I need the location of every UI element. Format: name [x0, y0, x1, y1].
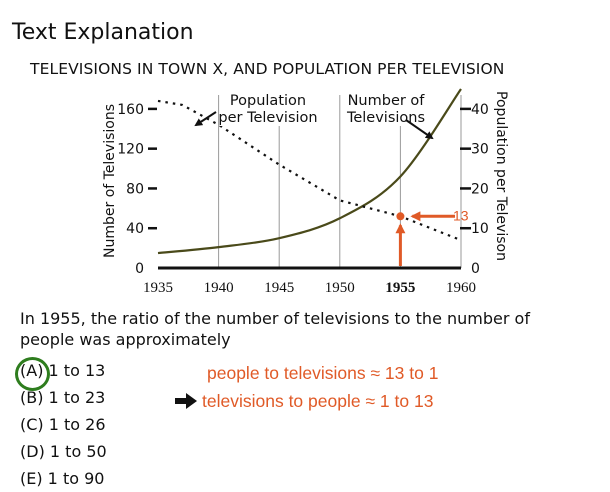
pointer-arrow-televisions — [405, 119, 434, 140]
choice-c[interactable]: (C) 1 to 26 — [20, 411, 107, 438]
series-label-televisions: Televisions — [346, 110, 425, 126]
choice-text: 1 to 90 — [42, 469, 105, 488]
y2-axis-title: Population per Televison — [493, 91, 509, 261]
choice-text: 1 to 23 — [43, 388, 106, 407]
choice-letter: (C) — [20, 415, 44, 434]
y-tick-label: 80 — [126, 181, 144, 197]
series-label-televisions: Number of — [348, 93, 426, 109]
x-tick-label: 1945 — [264, 280, 294, 296]
right-arrow-icon — [175, 393, 197, 409]
answer-choices: (A) 1 to 13 (B) 1 to 23 (C) 1 to 26 (D) … — [14, 357, 107, 492]
choice-text: 1 to 26 — [43, 415, 106, 434]
choice-letter: (E) — [20, 469, 43, 488]
y-tick-label: 160 — [117, 102, 144, 118]
note-televisions-to-people: televisions to people ≈ 1 to 13 — [202, 391, 434, 411]
x-tick-label: 1935 — [143, 280, 173, 296]
y2-tick-label: 20 — [471, 181, 489, 197]
pointer-arrow-population — [194, 111, 217, 127]
x-tick-label: 1955 — [385, 280, 415, 296]
annotation-label: 13 — [453, 207, 469, 223]
choice-a[interactable]: (A) 1 to 13 — [14, 357, 107, 391]
page-title: Text Explanation — [12, 20, 194, 45]
y-tick-label: 120 — [117, 142, 144, 158]
chart: 1935 1940 1945 1950 1955 1960 0 40 80 120 160 0 10 20… — [102, 88, 509, 296]
choice-e[interactable]: (E) 1 to 90 — [20, 465, 107, 492]
y-tick-label: 40 — [126, 221, 144, 237]
y2-tick-label: 10 — [471, 221, 489, 237]
label-backdrop — [342, 90, 432, 126]
label-backdrop — [220, 90, 320, 126]
y2-tick-label: 40 — [471, 102, 489, 118]
choice-letter: (A) — [20, 361, 44, 380]
y2-tick-label: 30 — [471, 142, 489, 158]
x-tick-label: 1950 — [325, 280, 355, 296]
selected-circle: (A) — [14, 357, 51, 391]
question-text: In 1955, the ratio of the number of tele… — [20, 309, 530, 349]
choice-b[interactable]: (B) 1 to 23 — [20, 384, 107, 411]
series-label-population: Population — [230, 93, 306, 109]
series-label-population: per Television — [218, 110, 317, 126]
choice-d[interactable]: (D) 1 to 50 — [20, 438, 107, 465]
choice-text: 1 to 13 — [43, 361, 106, 380]
y2-tick-label: 0 — [471, 261, 480, 277]
y-axis-title: Number of Televisions — [102, 104, 118, 258]
note-people-to-televisions: people to televisions ≈ 13 to 1 — [207, 363, 439, 383]
choice-letter: (D) — [20, 442, 45, 461]
choice-letter: (B) — [20, 388, 44, 407]
series-line-televisions — [157, 88, 462, 255]
x-tick-label: 1960 — [446, 280, 476, 296]
y-tick-label: 0 — [135, 261, 144, 277]
x-tick-label: 1940 — [204, 280, 234, 296]
chart-title: TELEVISIONS IN TOWN X, AND POPULATION PE… — [30, 60, 505, 78]
annotation-point — [396, 212, 405, 221]
choice-text: 1 to 50 — [44, 442, 107, 461]
